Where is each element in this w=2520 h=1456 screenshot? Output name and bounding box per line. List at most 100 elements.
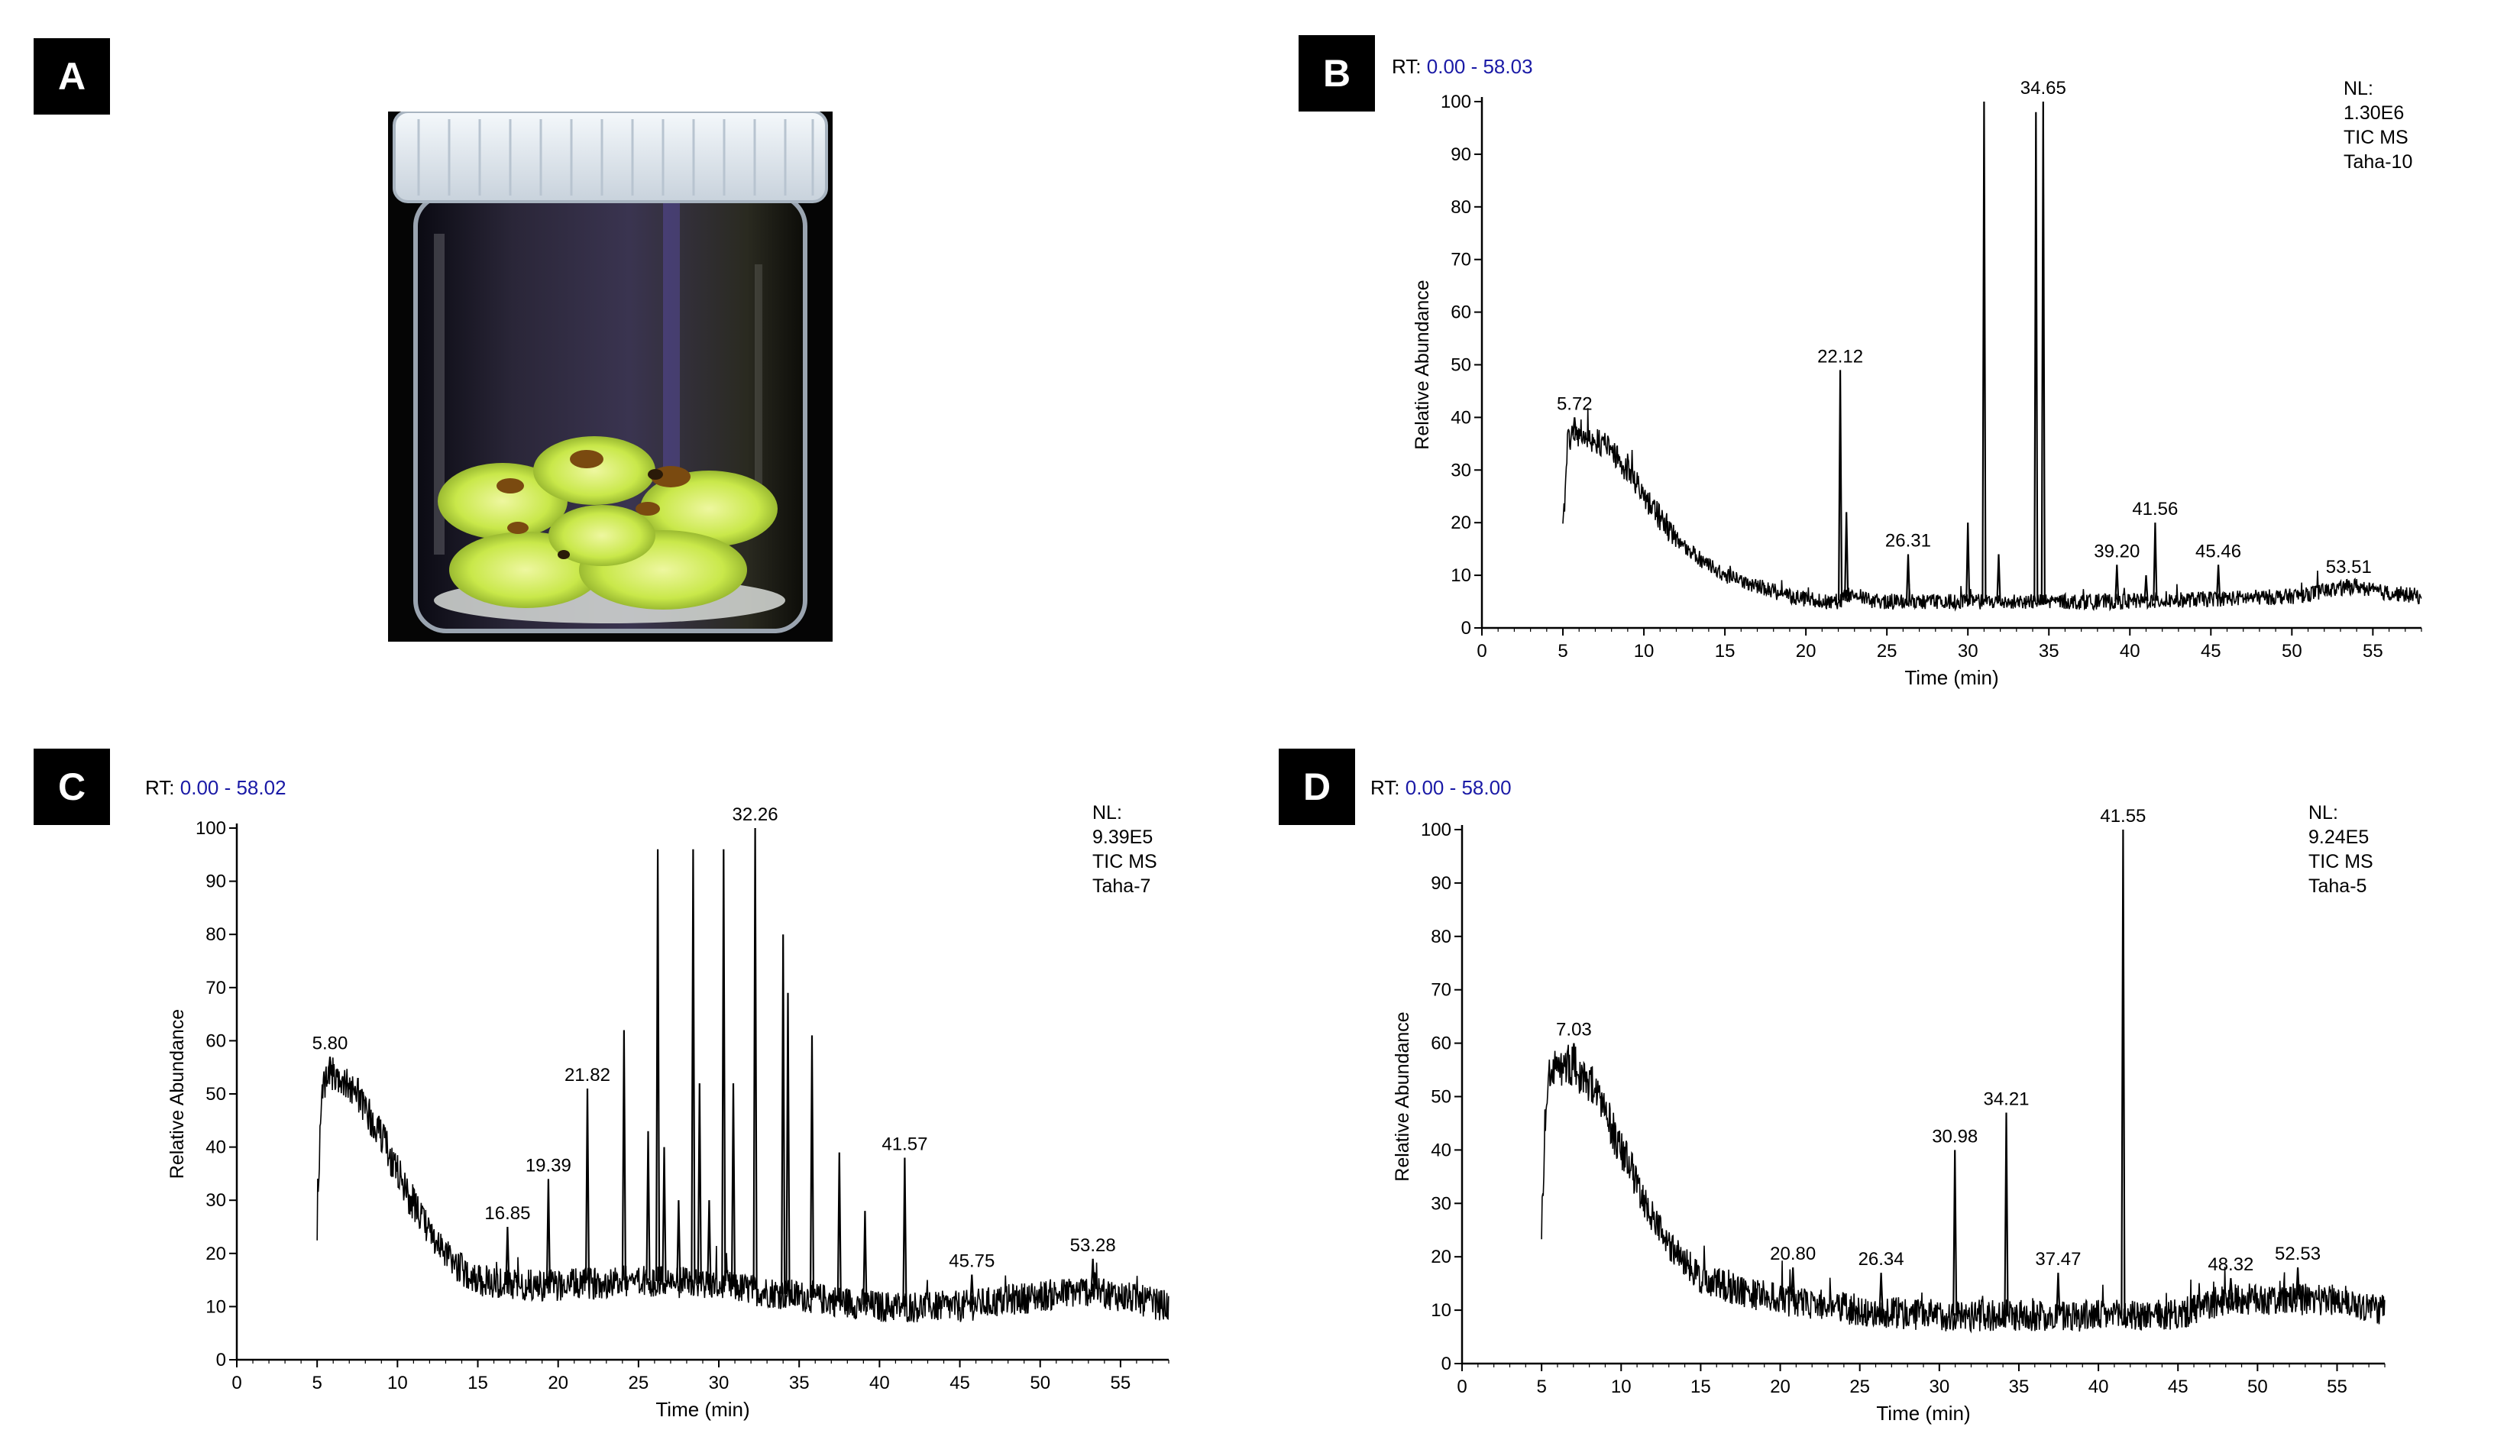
x-tick-label: 0 [1457, 1377, 1467, 1397]
peak-mark [2114, 565, 2120, 602]
culture-jar-photo [388, 112, 833, 642]
peak-mark [2295, 1267, 2301, 1300]
peak-mark [2346, 580, 2351, 587]
x-tick-label: 20 [1796, 641, 1816, 662]
peak-mark [2004, 1112, 2009, 1316]
y-tick-label: 100 [196, 818, 226, 839]
peak-label: 5.80 [312, 1033, 348, 1053]
y-tick-label: 70 [205, 978, 226, 998]
x-tick-label: 35 [789, 1373, 810, 1393]
y-tick-label: 0 [1461, 618, 1471, 639]
x-tick-label: 15 [1690, 1377, 1711, 1397]
peak-mark [809, 1035, 815, 1298]
rt-range: 0.00 - 58.00 [1406, 776, 1512, 799]
peak-label: 26.31 [1885, 531, 1931, 552]
peak-label: 7.03 [1556, 1020, 1592, 1040]
y-tick-label: 20 [205, 1244, 226, 1264]
nl-line-2: TIC MS [2344, 127, 2408, 148]
x-tick-label: 55 [2363, 641, 2383, 662]
peak-mark [697, 1083, 702, 1284]
chart-panel-b: RT: 0.00 - 58.03 NL: 1.30E6 TIC MS Taha-10 0 1… [1392, 55, 2422, 689]
peak-mark [862, 1211, 868, 1305]
chart-panel-c: RT: 0.00 - 58.02 NL: 9.39E5 TIC MS Taha-7 0 10… [145, 776, 1169, 1421]
x-tick-label: 45 [2201, 641, 2221, 662]
tic-trace [1562, 408, 2422, 612]
y-tick-label: 0 [1441, 1354, 1451, 1374]
peak-mark [781, 934, 786, 1294]
peak-mark [2040, 101, 2046, 602]
x-tick-label: 10 [1611, 1377, 1632, 1397]
peak-mark [1996, 554, 2001, 602]
x-tick-label: 50 [2282, 641, 2302, 662]
peak-mark [1965, 523, 1971, 602]
peak-label: 45.75 [949, 1251, 995, 1272]
peak-mark [505, 1226, 510, 1286]
x-tick-label: 45 [949, 1373, 970, 1393]
peak-label: 32.26 [733, 804, 778, 825]
y-tick-label: 40 [1451, 407, 1471, 428]
peak-mark [1791, 1267, 1796, 1302]
y-tick-label: 80 [205, 924, 226, 945]
peak-mark [785, 992, 791, 1295]
rt-prefix: RT: [145, 776, 180, 799]
peak-mark [1981, 101, 1987, 602]
y-tick-label: 50 [205, 1084, 226, 1105]
x-tick-label: 55 [1111, 1373, 1131, 1393]
x-tick-label: 55 [2327, 1377, 2347, 1397]
peak-label: 37.47 [2035, 1249, 2081, 1270]
x-tick-label: 30 [1958, 641, 1978, 662]
nl-line-3: Taha-7 [1092, 875, 1150, 897]
y-tick-label: 80 [1451, 197, 1471, 218]
x-tick-label: 35 [2039, 641, 2059, 662]
y-tick-label: 20 [1451, 513, 1471, 533]
x-tick-label: 25 [629, 1373, 649, 1393]
peak-mark [2143, 575, 2149, 601]
peak-label: 41.56 [2132, 499, 2178, 519]
peak-mark [545, 1179, 551, 1286]
peak-label: 20.80 [1770, 1244, 1816, 1264]
peak-mark [655, 849, 661, 1282]
peak-mark [2228, 1278, 2234, 1300]
y-tick-label: 70 [1431, 980, 1451, 1001]
tic-trace [316, 1057, 1169, 1323]
peak-label: 53.51 [2326, 557, 2372, 578]
peak-mark [2216, 565, 2221, 599]
x-tick-label: 20 [548, 1373, 568, 1393]
peak-mark [1571, 1043, 1577, 1066]
panel-label-a: A [34, 38, 110, 115]
peak-mark [2153, 523, 2158, 601]
y-tick-label: 10 [205, 1296, 226, 1317]
peak-mark [1090, 1258, 1095, 1292]
x-tick-label: 30 [709, 1373, 729, 1393]
panel-label-d: D [1279, 749, 1355, 825]
y-tick-label: 60 [1431, 1034, 1451, 1054]
y-tick-label: 50 [1451, 355, 1471, 376]
x-tick-label: 10 [387, 1373, 408, 1393]
y-tick-label: 20 [1431, 1247, 1451, 1267]
peak-label: 39.20 [2094, 541, 2140, 561]
peak-label: 34.65 [2020, 78, 2066, 99]
y-tick-label: 90 [205, 872, 226, 892]
rt-header: RT: 0.00 - 58.03 [1392, 55, 1533, 78]
y-tick-label: 40 [205, 1137, 226, 1158]
peak-mark [1952, 1150, 1958, 1316]
rt-header: RT: 0.00 - 58.00 [1370, 776, 1512, 799]
x-tick-label: 45 [2168, 1377, 2188, 1397]
peak-label: 53.28 [1070, 1235, 1116, 1256]
peak-mark [2056, 1273, 2061, 1316]
x-axis-label: Time (min) [1876, 1402, 1970, 1425]
rt-prefix: RT: [1370, 776, 1406, 799]
peak-mark [676, 1200, 681, 1283]
peak-mark [902, 1157, 907, 1307]
x-tick-label: 20 [1770, 1377, 1791, 1397]
x-tick-label: 10 [1634, 641, 1655, 662]
peak-mark [584, 1088, 590, 1284]
x-tick-label: 15 [467, 1373, 488, 1393]
nl-line-0: NL: [2344, 78, 2373, 99]
peak-mark [2120, 829, 2126, 1316]
y-axis-label: Relative Abundance [1392, 1011, 1413, 1181]
y-tick-label: 30 [1431, 1193, 1451, 1214]
x-tick-label: 25 [1849, 1377, 1870, 1397]
x-tick-label: 40 [2088, 1377, 2109, 1397]
